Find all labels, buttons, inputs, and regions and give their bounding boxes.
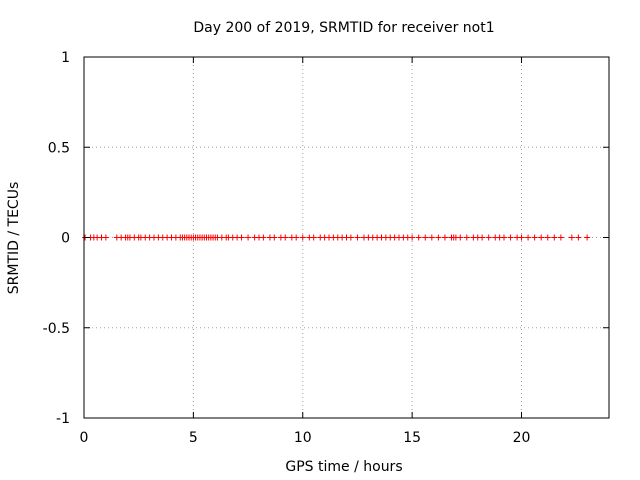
x-tick-label: 15 [403,430,421,446]
data-point [485,234,492,241]
data-points [82,234,591,241]
data-point [245,234,252,241]
data-point [271,234,278,241]
x-axis-label: GPS time / hours [285,459,402,475]
y-tick-label: 1 [61,50,70,66]
data-point [531,234,538,241]
data-point [102,234,109,241]
x-tick-label: 0 [80,430,89,446]
data-point [457,234,464,241]
y-tick-label: -0.5 [43,321,70,337]
y-tick-label: 0 [61,231,70,247]
data-point [282,234,289,241]
data-point [238,234,245,241]
data-point [538,234,545,241]
data-point [260,234,267,241]
data-point [479,234,486,241]
x-tick-label: 20 [513,430,531,446]
data-point [310,234,317,241]
data-point [551,234,558,241]
data-point [347,234,354,241]
data-point [435,234,442,241]
data-point [518,234,525,241]
x-tick-label: 10 [294,430,312,446]
data-point [584,234,591,241]
data-point [568,234,575,241]
data-point [422,234,429,241]
data-point [428,234,435,241]
data-point [525,234,532,241]
axis-ticks: 0 5 10 15 20 -1 -0.5 0 0.5 1 [43,50,609,446]
y-tick-label: 0.5 [48,140,70,156]
data-point [501,234,507,241]
data-point [557,234,564,241]
data-point [441,234,448,241]
data-point [354,234,361,241]
data-point [415,234,422,241]
data-point [544,234,551,241]
data-point [293,234,300,241]
data-point [575,234,582,241]
x-tick-label: 5 [189,430,198,446]
chart-title: Day 200 of 2019, SRMTID for receiver not… [193,20,494,36]
data-point [463,234,470,241]
data-point [507,234,514,241]
data-point [409,234,416,241]
y-tick-label: -1 [56,411,70,427]
y-axis-label: SRMTID / TECUs [6,182,22,295]
data-point [299,234,306,241]
